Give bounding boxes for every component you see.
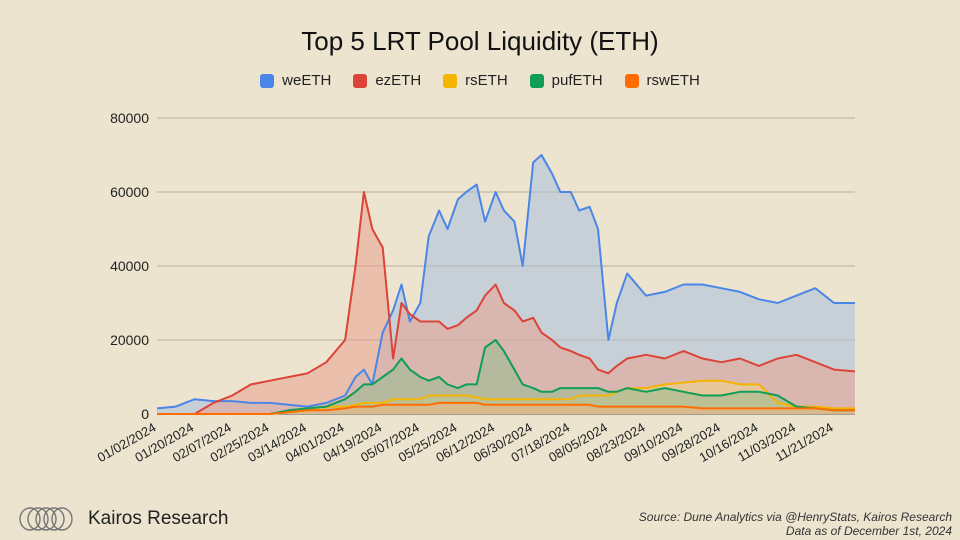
area-rsweth [157,402,855,414]
legend-item-weeth: weETH [260,72,331,89]
chart-areas [157,155,855,414]
series-line-ezeth [157,191,856,415]
y-tick-label: 80000 [110,110,149,126]
legend-item-rsweth: rswETH [624,72,700,89]
legend-item-pufeth: pufETH [529,72,603,89]
legend-swatch [529,73,544,88]
legend-label: pufETH [551,72,603,89]
legend-swatch [353,73,368,88]
area-pufeth [157,340,855,414]
chart-legend: weETH ezETH rsETH pufETH rswETH [0,72,960,89]
y-tick-label: 60000 [110,184,149,200]
area-weeth [157,155,855,414]
legend-swatch [443,73,458,88]
legend-item-ezeth: ezETH [353,72,421,89]
series-line-rsweth [157,401,855,415]
series-line-pufeth [157,339,855,415]
legend-label: rswETH [646,72,700,89]
y-tick-label: 0 [141,406,149,422]
series-line-weeth [156,154,855,410]
y-tick-label: 40000 [110,258,149,274]
data-date-line: Data as of December 1st, 2024 [785,524,952,538]
kairos-logo-icon [19,507,73,531]
chart-lines [156,154,856,415]
legend-item-rseth: rsETH [443,72,508,89]
chart-title: Top 5 LRT Pool Liquidity (ETH) [301,26,659,56]
legend-swatch [260,73,275,88]
source-note: Source: Dune Analytics via @HenryStats, … [639,510,952,538]
brand-logo: Kairos Research [18,506,228,532]
legend-label: rsETH [465,72,508,89]
y-tick-label: 20000 [110,332,149,348]
legend-swatch [624,73,639,88]
legend-label: weETH [282,72,332,89]
area-ezeth [157,192,855,414]
legend-label: ezETH [375,72,422,89]
brand-name: Kairos Research [88,508,229,529]
source-line: Source: Dune Analytics via @HenryStats, … [638,510,952,524]
